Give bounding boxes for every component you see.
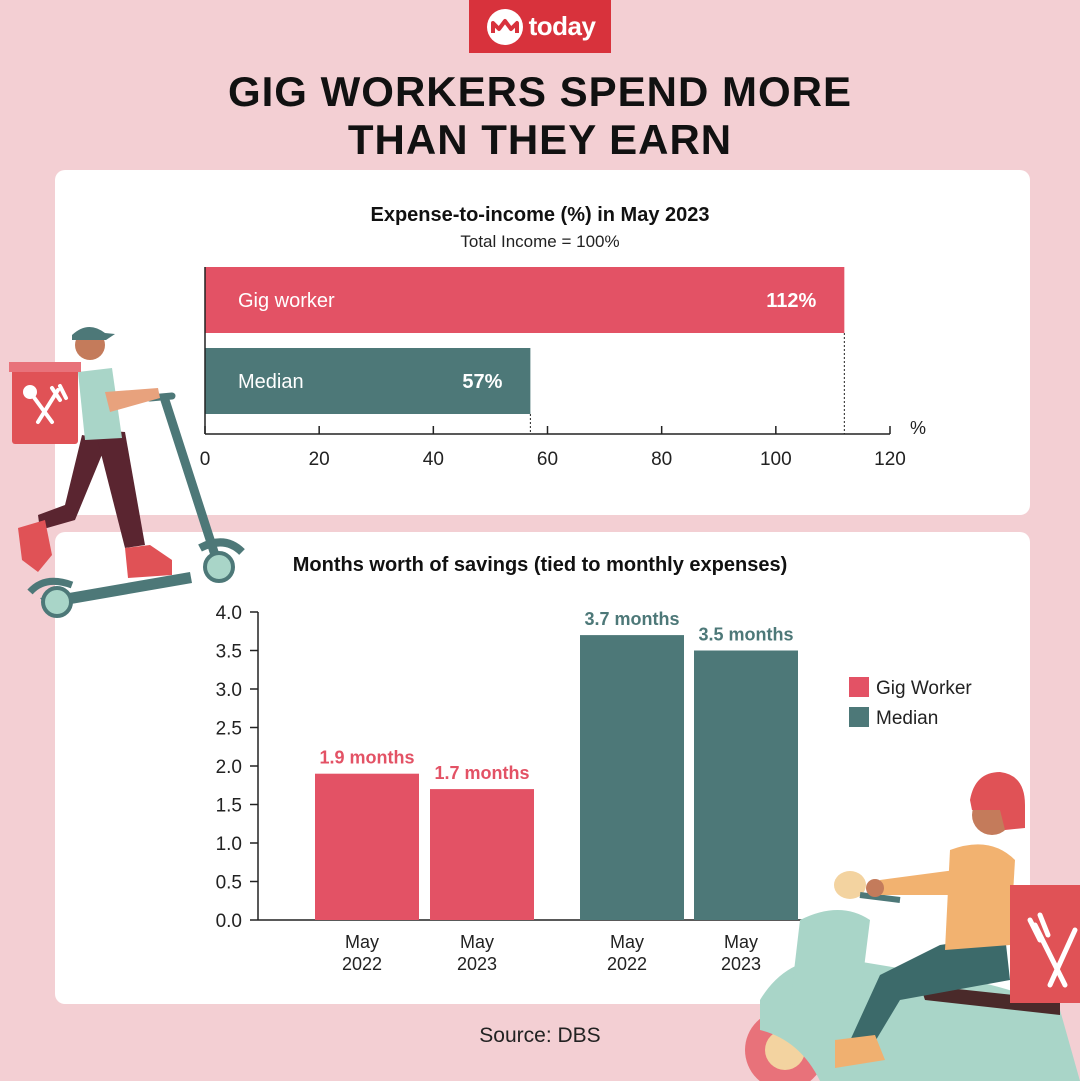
cutlery-icon — [1027, 912, 1078, 988]
x-tick-label: 20 — [309, 449, 330, 470]
bike-front-shield — [790, 910, 870, 1005]
y-tick-label: 0.0 — [216, 911, 242, 932]
y-tick-label: 1.0 — [216, 834, 242, 855]
bar-median-2023 — [694, 650, 798, 920]
bar-category-label: Median — [238, 371, 304, 393]
scooter-deck — [40, 572, 192, 608]
y-tick-label: 1.5 — [216, 796, 242, 817]
y-tick-label: 3.0 — [216, 680, 242, 701]
bar-value-label: 112% — [766, 290, 816, 312]
x-tick-label-year: 2023 — [457, 954, 497, 974]
x-tick-label-month: May — [460, 932, 494, 952]
page-title: GIG WORKERS SPEND MORE THAN THEY EARN — [0, 68, 1080, 164]
legend-label: Median — [876, 708, 938, 729]
x-tick-label-month: May — [724, 932, 758, 952]
delivery-box-lid — [9, 362, 81, 372]
bike-mirror-stem — [859, 892, 901, 903]
bike-headlight — [834, 871, 866, 899]
x-axis-unit: % — [910, 418, 926, 438]
scooter-rider-illustration — [9, 326, 245, 618]
rider-torso — [78, 368, 122, 440]
x-tick-label: 40 — [423, 449, 444, 470]
y-tick-label: 2.0 — [216, 757, 242, 778]
title-line-1: GIG WORKERS SPEND MORE — [227, 68, 853, 115]
scooter-fender — [198, 538, 245, 555]
x-tick-label-year: 2023 — [721, 954, 761, 974]
rider-cap — [72, 326, 115, 340]
bar-median — [205, 348, 531, 414]
x-tick-label-month: May — [345, 932, 379, 952]
y-tick-label: 3.5 — [216, 642, 242, 663]
rider-leg — [848, 935, 1010, 1050]
scooter-front-wheel — [203, 551, 235, 583]
x-tick-label-year: 2022 — [342, 954, 382, 974]
bar-gig-worker-2023 — [430, 789, 534, 920]
rider-arm — [878, 870, 960, 895]
bar-data-label: 3.5 months — [698, 625, 793, 645]
bar-data-label: 1.7 months — [434, 763, 529, 783]
x-tick-label: 100 — [760, 449, 792, 470]
y-tick-label: 0.5 — [216, 873, 242, 894]
bar-gig-worker — [205, 267, 845, 333]
rider-torso — [945, 844, 1015, 950]
brand-logo[interactable]: today — [469, 0, 611, 53]
x-tick-label: 60 — [537, 449, 558, 470]
bar-gig-worker-2022 — [315, 773, 419, 920]
bike-seat — [920, 985, 1060, 1015]
scooter-rear-wheel — [41, 586, 73, 618]
bar-data-label: 1.9 months — [319, 748, 414, 768]
scooter-stem — [160, 395, 220, 560]
rider-hand — [866, 879, 884, 897]
chart-subtitle: Total Income = 100% — [460, 232, 619, 251]
y-tick-label: 2.5 — [216, 719, 242, 740]
x-tick-label: 0 — [200, 449, 211, 470]
cutlery-icon — [23, 384, 68, 424]
x-tick-label-month: May — [610, 932, 644, 952]
x-tick-label-year: 2022 — [607, 954, 647, 974]
rider-arm — [105, 388, 160, 412]
rider-shoe-front — [125, 545, 172, 578]
x-tick-label: 120 — [874, 449, 906, 470]
bar-median-2022 — [580, 635, 684, 920]
bar-value-label: 57% — [462, 371, 502, 393]
bar-data-label: 3.7 months — [584, 609, 679, 629]
chart-title: Months worth of savings (tied to monthly… — [293, 554, 787, 576]
rider-leg-front — [95, 430, 145, 548]
rider-shoe-back — [18, 520, 52, 572]
legend-swatch-gig-worker — [849, 677, 869, 697]
scooter-rear-fender — [27, 577, 74, 595]
helmet — [970, 772, 1025, 830]
logo-mark-icon — [486, 8, 523, 45]
y-tick-label: 4.0 — [216, 603, 242, 624]
source-note: Source: DBS — [479, 1024, 601, 1047]
rider-leg-back — [38, 435, 108, 530]
bar-category-label: Gig worker — [238, 290, 335, 312]
x-tick-label: 80 — [651, 449, 672, 470]
title-line-2: THAN THEY EARN — [347, 116, 733, 163]
rider-shoe — [835, 1035, 885, 1068]
chart-title: Expense-to-income (%) in May 2023 — [371, 204, 710, 226]
expense-chart-card — [55, 170, 1030, 515]
legend-label: Gig Worker — [876, 678, 972, 699]
legend-swatch-median — [849, 707, 869, 727]
logo-text: today — [528, 11, 596, 41]
expense-to-income-chart: Expense-to-income (%) in May 2023 Total I… — [200, 204, 926, 470]
